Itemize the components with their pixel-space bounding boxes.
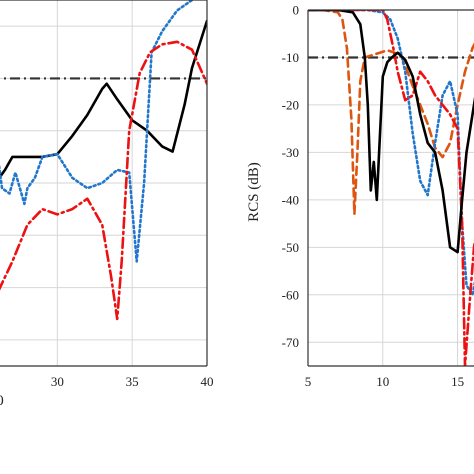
grid xyxy=(308,10,474,366)
x-tick-label: 10 xyxy=(376,374,389,389)
x-tick-label: 40 xyxy=(201,374,214,389)
y-tick-label: -60 xyxy=(282,287,299,302)
y-tick-label: 0 xyxy=(293,3,300,18)
x-axis-label-fragment: 0 xyxy=(0,393,4,409)
y-tick-label: -10 xyxy=(282,50,299,65)
series-line-1 xyxy=(0,19,207,180)
right-plot-panel: 5 10 15 0 -10 -20 -30 -40 -50 -60 -70 RCS (dB) xyxy=(246,3,474,389)
axes-frame xyxy=(0,0,208,367)
x-tick-label: 35 xyxy=(126,374,139,389)
series-line-2 xyxy=(0,0,196,263)
series-line-3 xyxy=(308,10,474,366)
series-line-3 xyxy=(0,40,207,321)
y-tick-label: -50 xyxy=(282,240,299,255)
x-tick-label: 30 xyxy=(51,374,64,389)
y-tick-label: -30 xyxy=(282,145,299,160)
x-tick-label: 5 xyxy=(305,374,312,389)
left-plot-panel: 30 35 40 0 xyxy=(0,0,214,409)
y-axis-label: RCS (dB) xyxy=(246,162,262,222)
y-tick-label: -20 xyxy=(282,97,299,112)
x-tick-label: 15 xyxy=(451,374,464,389)
axes-frame xyxy=(307,9,474,367)
y-tick-label: -40 xyxy=(282,192,299,207)
series-line-1 xyxy=(308,10,474,216)
y-tick-label: -70 xyxy=(282,335,299,350)
series-line-4 xyxy=(308,10,474,254)
